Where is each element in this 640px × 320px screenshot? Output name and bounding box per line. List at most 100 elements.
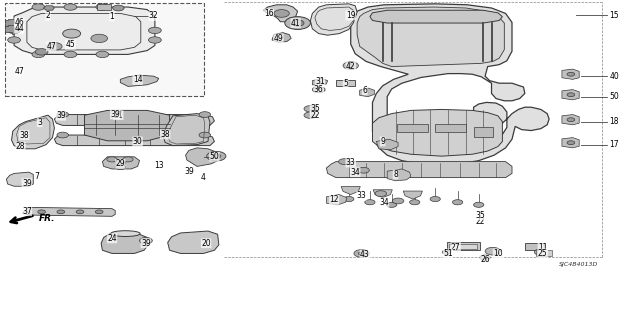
Text: 41: 41 [291,19,301,28]
Text: 47: 47 [14,67,24,76]
Text: 38: 38 [160,130,170,139]
Circle shape [57,112,68,117]
Circle shape [148,37,161,43]
Circle shape [96,4,109,10]
Polygon shape [326,195,347,205]
Polygon shape [562,115,579,125]
Polygon shape [376,139,398,150]
Text: 49: 49 [273,34,284,43]
Circle shape [387,202,397,207]
Bar [97,4,111,10]
Polygon shape [272,33,291,42]
Polygon shape [120,75,159,86]
Circle shape [485,247,500,255]
Circle shape [115,164,125,170]
Text: 8: 8 [393,170,398,179]
Bar [447,242,480,250]
Polygon shape [326,162,512,178]
Text: 24: 24 [107,234,117,243]
Circle shape [57,210,65,214]
Circle shape [199,132,211,138]
Circle shape [474,202,484,207]
Text: 31: 31 [315,77,325,86]
Text: 39: 39 [184,167,194,176]
Polygon shape [373,190,392,198]
Text: 34: 34 [350,168,360,177]
Circle shape [91,34,108,43]
Text: 22: 22 [310,111,319,120]
Circle shape [140,237,152,244]
Text: 39: 39 [141,239,151,248]
Text: 29: 29 [115,159,125,168]
Text: 4: 4 [201,173,206,182]
Text: 12: 12 [330,196,339,204]
Text: 51: 51 [443,249,453,258]
Circle shape [567,141,575,145]
Polygon shape [312,78,328,86]
Circle shape [47,43,62,50]
Text: 5: 5 [343,79,348,88]
Text: 38: 38 [19,131,29,140]
Polygon shape [264,5,298,22]
Circle shape [35,49,48,55]
Polygon shape [372,109,502,156]
Polygon shape [351,4,549,165]
Text: 50: 50 [609,92,620,101]
Circle shape [199,112,211,117]
Polygon shape [5,19,14,27]
Text: 11: 11 [538,243,547,252]
Circle shape [95,210,103,214]
Circle shape [354,250,369,257]
Text: 34: 34 [379,198,389,207]
Circle shape [115,161,125,166]
Circle shape [291,20,304,26]
Circle shape [567,72,575,76]
Polygon shape [360,88,374,97]
Text: 50: 50 [209,152,220,161]
Circle shape [38,210,45,214]
Polygon shape [387,169,411,181]
Circle shape [32,4,45,10]
Text: 15: 15 [609,11,620,20]
Text: 27: 27 [451,243,461,252]
Circle shape [32,51,45,58]
Text: 45: 45 [65,40,76,49]
Circle shape [207,151,226,161]
Text: 1: 1 [109,12,115,21]
Polygon shape [562,69,579,79]
Bar [5,3,204,96]
Polygon shape [54,135,214,146]
Polygon shape [163,114,210,146]
Polygon shape [341,187,360,195]
Text: 37: 37 [22,207,32,216]
Circle shape [63,29,81,38]
Polygon shape [186,148,219,166]
Circle shape [57,132,68,138]
Circle shape [410,200,420,205]
Text: 20: 20 [201,239,211,248]
Polygon shape [562,138,579,148]
Text: 10: 10 [493,249,503,258]
Polygon shape [562,90,579,100]
Circle shape [567,118,575,122]
Text: 21: 21 [114,111,123,120]
Circle shape [358,252,365,255]
Circle shape [480,255,490,260]
Text: 16: 16 [264,9,274,18]
Circle shape [212,154,221,158]
Polygon shape [101,234,148,253]
Text: 30: 30 [132,137,143,146]
Circle shape [442,250,451,254]
Circle shape [358,167,369,173]
Circle shape [148,27,161,34]
Text: 39: 39 [56,111,66,120]
Text: 19: 19 [346,11,356,20]
Bar [525,243,545,250]
Text: 42: 42 [346,62,356,71]
Bar [336,80,355,86]
Polygon shape [370,10,502,23]
Text: 40: 40 [609,72,620,81]
Text: 9: 9 [380,137,385,146]
Polygon shape [22,207,115,216]
Bar [536,250,552,256]
